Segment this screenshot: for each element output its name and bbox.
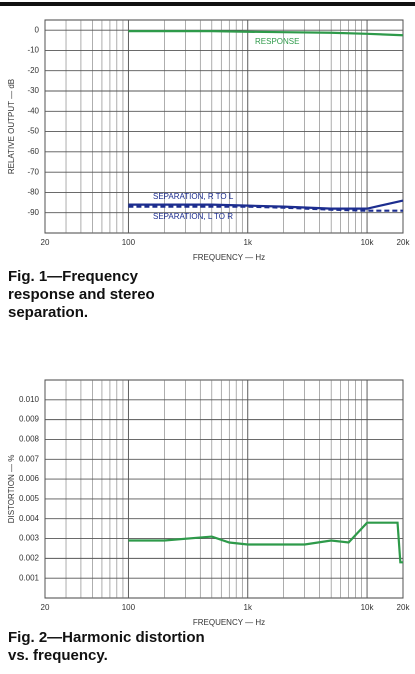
x-tick-label: 10k — [361, 603, 375, 612]
y-tick-label: 0.002 — [19, 553, 40, 562]
x-tick-label: 20k — [397, 603, 411, 612]
y-tick-label: 0.004 — [19, 514, 40, 523]
top-rule — [0, 2, 415, 6]
y-tick-label: -20 — [27, 66, 39, 75]
y-tick-label: 0.007 — [19, 454, 40, 463]
series-label: SEPARATION, R TO L — [153, 192, 234, 201]
x-axis-label: FREQUENCY — Hz — [193, 253, 265, 262]
y-tick-label: 0.009 — [19, 415, 40, 424]
y-tick-label: -50 — [27, 127, 39, 136]
y-tick-label: 0.006 — [19, 474, 40, 483]
y-tick-label: 0.001 — [19, 573, 40, 582]
y-axis-label: DISTORTION — % — [7, 455, 16, 524]
y-tick-label: -90 — [27, 208, 39, 217]
x-tick-label: 20k — [397, 238, 411, 247]
series-line — [128, 30, 404, 37]
y-tick-label: -10 — [27, 46, 39, 55]
y-tick-label: -40 — [27, 106, 39, 115]
x-tick-label: 100 — [122, 603, 136, 612]
x-tick-label: 100 — [122, 238, 136, 247]
caption: Fig. 2—Harmonic distortion vs. frequency… — [8, 629, 205, 664]
series-label: RESPONSE — [255, 37, 299, 46]
x-tick-label: 20 — [41, 603, 50, 612]
y-axis-label: RELATIVE OUTPUT — dB — [7, 79, 16, 174]
y-tick-label: -60 — [27, 147, 39, 156]
y-tick-label: -80 — [27, 188, 39, 197]
series-label: SEPARATION, L TO R — [153, 212, 233, 221]
series-line — [128, 205, 403, 212]
y-tick-label: 0 — [35, 25, 40, 34]
y-tick-label: 0.005 — [19, 494, 40, 503]
x-tick-label: 1k — [244, 238, 253, 247]
plot-frame — [44, 379, 404, 599]
x-tick-label: 10k — [361, 238, 375, 247]
y-tick-label: 0.008 — [19, 435, 40, 444]
x-tick-label: 1k — [244, 603, 253, 612]
y-tick-label: -70 — [27, 167, 39, 176]
y-tick-label: 0.003 — [19, 534, 40, 543]
x-axis-label: FREQUENCY — Hz — [193, 618, 265, 627]
y-tick-label: 0.010 — [19, 395, 40, 404]
y-tick-label: -30 — [27, 86, 39, 95]
x-tick-label: 20 — [41, 238, 50, 247]
caption: Fig. 1—Frequency response and stereo sep… — [8, 268, 155, 321]
series-line — [128, 521, 403, 564]
